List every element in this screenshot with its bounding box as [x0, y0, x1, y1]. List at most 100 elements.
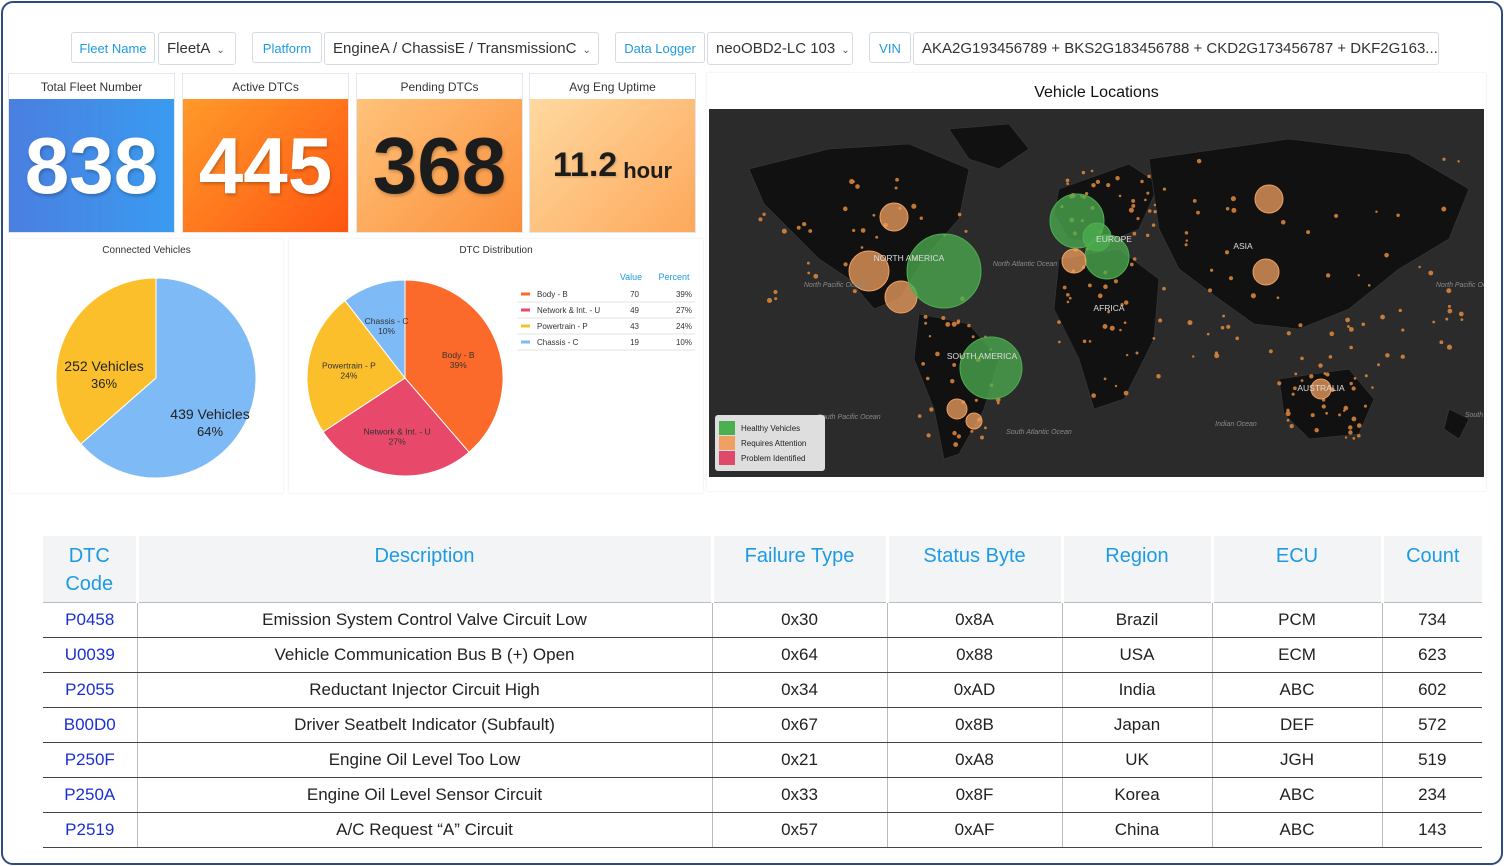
location-dot [1321, 404, 1326, 409]
platform-label: Platform [252, 32, 322, 63]
location-bubble[interactable] [879, 202, 909, 232]
dtc-code-link[interactable]: U0039 [43, 637, 138, 673]
location-bubble[interactable] [946, 398, 968, 420]
pie-slice[interactable] [306, 299, 406, 433]
vin-select[interactable]: AKA2G193456789 + BKS2G183456788 + CKD2G1… [913, 32, 1439, 65]
table-cell: Engine Oil Level Sensor Circuit [137, 777, 713, 813]
location-bubble[interactable] [959, 336, 1023, 400]
location-bubble[interactable] [1252, 258, 1280, 286]
slice-label: Body - B [442, 350, 475, 360]
location-dot [1338, 413, 1341, 417]
column-header[interactable]: DTC Code [43, 536, 139, 603]
table-cell: Emission System Control Valve Circuit Lo… [137, 602, 713, 638]
location-dot [1348, 430, 1353, 435]
location-dot [925, 376, 930, 381]
location-dot [1214, 353, 1220, 359]
table-cell: 0x67 [712, 707, 888, 743]
location-dot [1329, 331, 1335, 337]
chevron-down-icon: ⌄ [582, 45, 591, 56]
location-dot [806, 261, 810, 265]
location-dot [1250, 293, 1256, 299]
location-dot [917, 414, 922, 418]
table-row[interactable]: B00D0 Driver Seatbelt Indicator (Subfault… [43, 707, 1482, 743]
location-dot [1343, 405, 1349, 411]
location-bubble[interactable] [848, 250, 890, 292]
location-dot [1097, 293, 1103, 299]
location-dot [971, 335, 975, 339]
column-header[interactable]: ECU [1212, 536, 1384, 603]
location-dot [762, 212, 766, 217]
legend-swatch [719, 451, 735, 465]
location-bubble[interactable] [1310, 378, 1332, 400]
slice-label: 252 Vehicles [64, 358, 143, 374]
location-bubble[interactable] [965, 412, 983, 430]
table-cell: 0x30 [712, 602, 888, 638]
pie-slice[interactable] [322, 377, 470, 477]
dtc-code-link[interactable]: P2519 [43, 812, 138, 848]
location-dot [860, 246, 864, 249]
location-dot [1184, 243, 1188, 247]
location-dot [1328, 355, 1333, 359]
location-dot [1228, 276, 1234, 281]
column-header[interactable]: Status Byte [887, 536, 1064, 603]
pie-slice[interactable] [404, 279, 504, 453]
location-dot [1377, 363, 1380, 367]
fleet-name-select[interactable]: FleetA ⌄ [158, 32, 236, 65]
table-row[interactable]: P250F Engine Oil Level Too Low 0x21 0xA8 UK J… [43, 742, 1482, 778]
data-logger-select[interactable]: neoOBD2-LC 103 ⌄ [707, 32, 853, 65]
location-dot [1342, 409, 1346, 412]
continent-label: AFRICA [1093, 303, 1125, 313]
table-row[interactable]: P2055 Reductant Injector Circuit High 0x34… [43, 672, 1482, 708]
location-dot [1401, 328, 1405, 332]
table-row[interactable]: P2519 A/C Request “A” Circuit 0x57 0xAF Chin… [43, 812, 1482, 848]
column-header[interactable]: Count [1382, 536, 1482, 603]
continent-label: EUROPE [1096, 234, 1132, 244]
dtc-code-link[interactable]: B00D0 [43, 707, 138, 743]
dtc-code-link[interactable]: P250A [43, 777, 138, 813]
location-dot [1131, 198, 1136, 203]
pie-slice[interactable] [344, 279, 406, 380]
dtc-code-link[interactable]: P0458 [43, 602, 138, 638]
data-logger-label: Data Logger [615, 32, 705, 63]
column-header[interactable]: Failure Type [712, 536, 889, 603]
location-dot [1066, 292, 1070, 297]
table-cell: Japan [1062, 707, 1213, 743]
table-row[interactable]: U0039 Vehicle Communication Bus B (+) Ope… [43, 637, 1482, 673]
location-dot [1280, 219, 1286, 225]
location-bubble[interactable] [1061, 248, 1087, 274]
location-dot [1367, 284, 1371, 287]
pie-slice[interactable] [80, 277, 257, 479]
table-cell: 572 [1382, 707, 1482, 743]
legend-value: 70 [630, 290, 639, 299]
location-dot [1361, 322, 1366, 327]
table-row[interactable]: P0458 Emission System Control Valve Circu… [43, 602, 1482, 638]
dtc-code-link[interactable]: P250F [43, 742, 138, 778]
column-header[interactable]: Description [137, 536, 714, 603]
location-dot [1103, 284, 1108, 289]
location-bubble[interactable] [906, 233, 982, 309]
location-dot [1119, 328, 1122, 332]
location-dot [923, 314, 928, 319]
table-cell: 623 [1382, 637, 1482, 673]
table-cell: Vehicle Communication Bus B (+) Open [137, 637, 713, 673]
world-map[interactable]: NORTH AMERICA EUROPE ASIA AFRICA SOUTH AMERI… [709, 109, 1484, 477]
table-cell: 0x8A [887, 602, 1063, 638]
location-bubble[interactable] [1082, 222, 1112, 252]
location-dot [895, 177, 899, 182]
location-bubble[interactable] [1254, 184, 1284, 214]
location-dot [964, 229, 968, 233]
map-legend-label: Requires Attention [741, 439, 806, 448]
location-dot [1140, 179, 1144, 184]
pie-slice[interactable] [55, 277, 157, 445]
location-dot [852, 289, 857, 294]
location-dot [1439, 340, 1444, 345]
avg-uptime-unit: hour [623, 157, 673, 183]
location-dot [1123, 321, 1127, 325]
column-header[interactable]: Region [1062, 536, 1214, 603]
dtc-code-link[interactable]: P2055 [43, 672, 138, 708]
location-dot [1375, 210, 1378, 214]
platform-select[interactable]: EngineA / ChassisE / TransmissionC ⌄ [324, 32, 599, 65]
table-row[interactable]: P250A Engine Oil Level Sensor Circuit 0x33… [43, 777, 1482, 813]
location-dot [1146, 191, 1150, 195]
continent-label: SOUTH AMERICA [947, 351, 1018, 361]
